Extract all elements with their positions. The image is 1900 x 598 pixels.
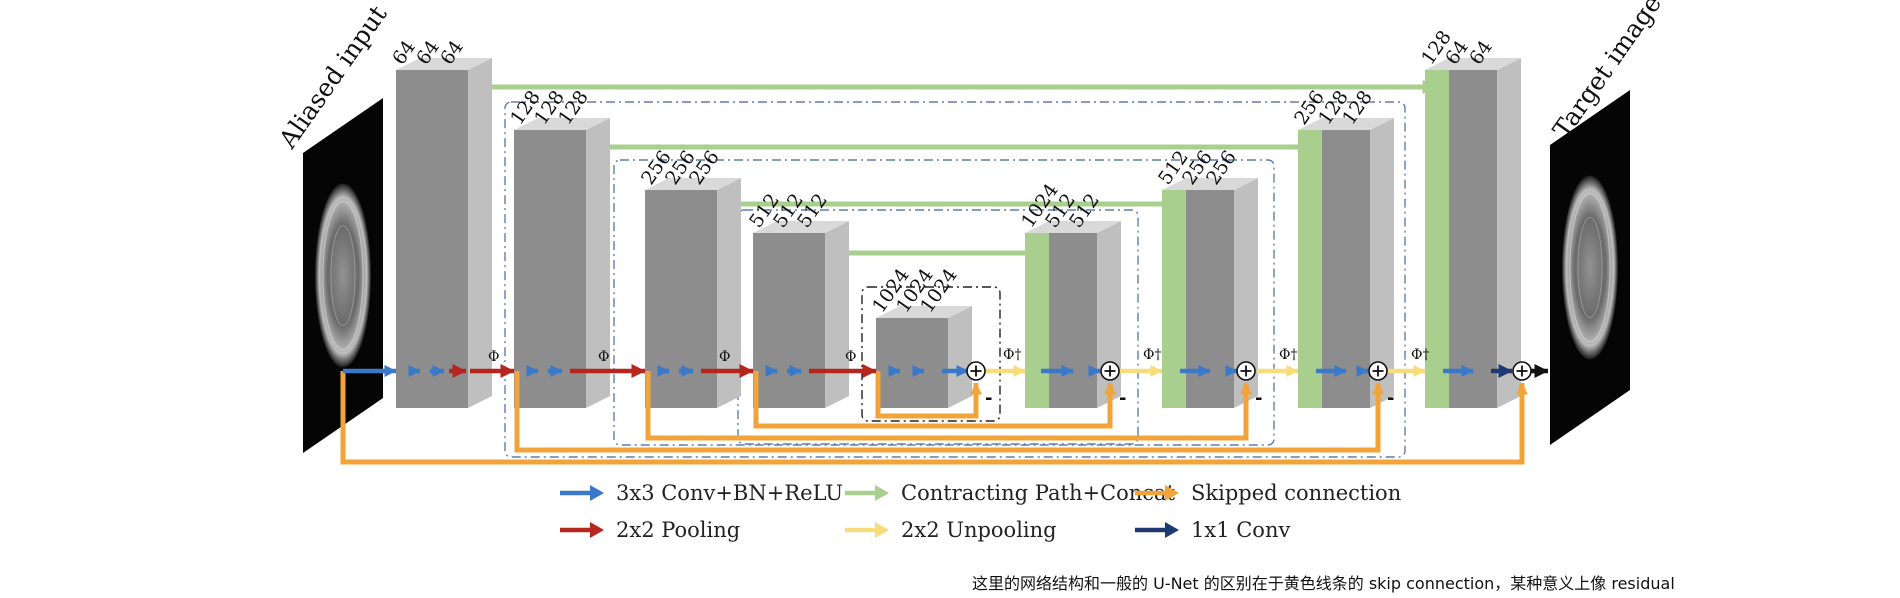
legend-item-3: Skipped connection <box>1135 481 1401 505</box>
legend-item-2: Contracting Path+Concat <box>845 481 1176 505</box>
minus-sign-2: - <box>1119 388 1126 409</box>
legend: 3x3 Conv+BN+ReLU Contracting Path+Concat S… <box>560 481 1401 542</box>
block-dec1-3 <box>1473 58 1521 408</box>
legend-label-1: 3x3 Conv+BN+ReLU <box>616 481 843 505</box>
skip-connection-3 <box>645 371 1252 441</box>
legend-label-6: 1x1 Conv <box>1191 518 1290 542</box>
pool-symbol-3: Φ <box>719 349 730 365</box>
skip-connection-5 <box>875 371 982 419</box>
minus-sign-4: - <box>1387 388 1394 409</box>
caption-text: 这里的网络结构和一般的 U-Net 的区别在于黄色线条的 skip connec… <box>972 574 1675 593</box>
block-enc3-3 <box>693 178 741 408</box>
block-dec3-3 <box>1210 178 1258 408</box>
skip-connection-2 <box>514 371 1384 453</box>
block-enc2-3 <box>562 118 610 408</box>
skip-connection-4 <box>753 371 1116 429</box>
pool-symbol-1: Φ <box>488 349 499 365</box>
pool-symbol-2: Φ <box>598 349 609 365</box>
target-image <box>1550 90 1630 445</box>
concat-arrow-icon-head <box>875 485 889 501</box>
skip-arrow-icon-head <box>1165 485 1179 501</box>
minus-sign-1: - <box>985 388 992 409</box>
block-dec4-3 <box>1073 221 1121 408</box>
legend-label-3: Skipped connection <box>1191 481 1401 505</box>
legend-item-5: 2x2 Unpooling <box>845 518 1057 542</box>
dashed-box-level-2 <box>613 159 1275 446</box>
skip-connection-1 <box>340 371 1528 465</box>
legend-item-4: 2x2 Pooling <box>560 518 740 542</box>
unpool-symbol-3: Φ† <box>1279 347 1297 363</box>
dashed-box-level-4 <box>861 286 1001 422</box>
block-enc4-3 <box>801 221 849 408</box>
legend-item-6: 1x1 Conv <box>1135 518 1290 542</box>
unpool-symbol-4: Φ† <box>1411 347 1429 363</box>
legend-item-1: 3x3 Conv+BN+ReLU <box>560 481 843 505</box>
conv1x1-arrow-icon-head <box>1165 522 1179 538</box>
unpool-arrow-icon-head <box>875 522 889 538</box>
unpool-symbol-1: Φ† <box>1003 347 1021 363</box>
skip-connections <box>340 371 1528 465</box>
aliased-input-image <box>303 98 383 453</box>
io-images <box>303 90 1630 453</box>
nested-dashed-boxes <box>504 101 1406 458</box>
dashed-box-level-1 <box>504 101 1406 458</box>
block-enc1-3 <box>444 58 492 408</box>
operation-arrows <box>343 361 1549 381</box>
legend-label-5: 2x2 Unpooling <box>901 518 1057 542</box>
minus-sign-3: - <box>1255 388 1262 409</box>
block-bottom-3 <box>924 306 972 408</box>
dashed-box-level-3 <box>737 209 1139 445</box>
legend-label-2: Contracting Path+Concat <box>901 481 1176 505</box>
pool-symbol-4: Φ <box>845 349 856 365</box>
unpool-symbol-2: Φ† <box>1143 347 1161 363</box>
conv-arrow-icon-head <box>590 485 604 501</box>
concat-connections <box>442 80 1437 260</box>
feature-blocks <box>396 58 1521 408</box>
legend-label-4: 2x2 Pooling <box>616 518 740 542</box>
block-dec2-3 <box>1346 118 1394 408</box>
pool-arrow-icon-head <box>590 522 604 538</box>
